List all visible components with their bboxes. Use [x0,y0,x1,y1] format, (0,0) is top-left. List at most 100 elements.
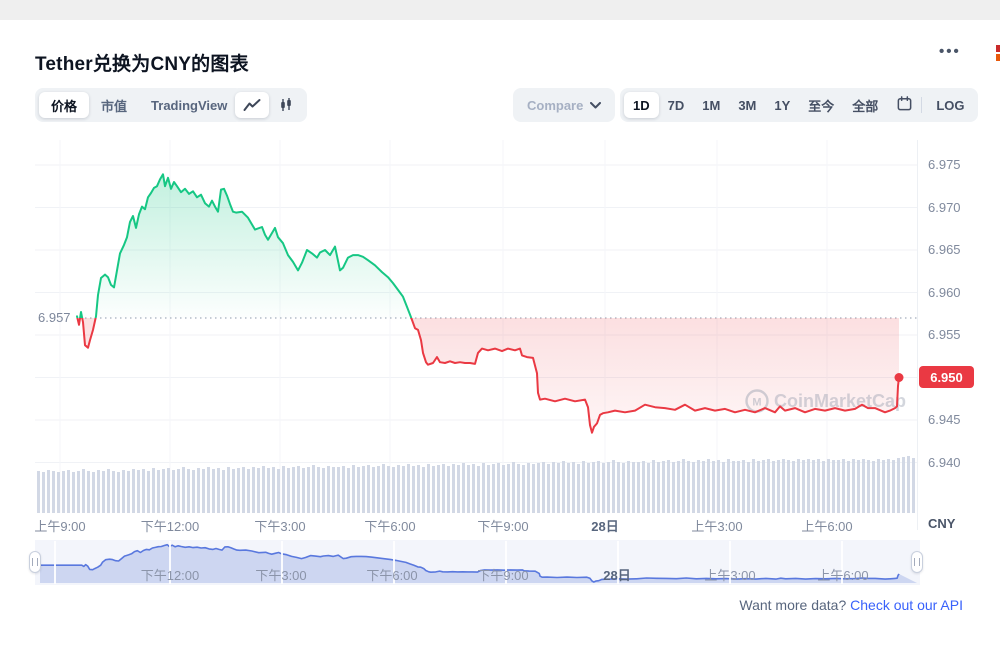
volume-bar [422,467,425,513]
range-1D[interactable]: 1D [624,92,659,118]
volume-bar [297,466,300,513]
volume-bar [307,467,310,513]
volume-bar [302,468,305,513]
volume-bar [247,469,250,513]
volume-bar [347,468,350,513]
volume-bar [352,465,355,513]
volume-bar [212,469,215,513]
range-1M[interactable]: 1M [693,92,729,118]
tab-market-cap[interactable]: 市值 [89,92,139,118]
volume-bar [587,463,590,513]
x-axis-label: 上午6:00 [801,519,853,534]
range-7D[interactable]: 7D [659,92,694,118]
volume-bar [192,470,195,513]
more-options-icon[interactable]: ••• [933,42,967,61]
y-axis-label: 6.970 [928,199,961,215]
volume-bar [97,470,100,513]
compare-button[interactable]: Compare [513,88,616,122]
log-scale-button[interactable]: LOG [926,92,974,118]
volume-bar [527,463,530,513]
volume-bar [197,468,200,513]
api-link[interactable]: Check out our API [850,597,963,613]
range-全部[interactable]: 全部 [843,92,887,118]
volume-bar [867,460,870,513]
tab-tradingview[interactable]: TradingView [139,92,239,118]
volume-bar [712,461,715,513]
volume-bar [257,468,260,513]
volume-bar [477,466,480,513]
volume-bar [727,459,730,513]
volume-bar [427,464,430,513]
volume-bar [572,462,575,513]
x-axis-label: 下午12:00 [140,519,200,534]
range-至今[interactable]: 至今 [799,92,843,118]
volume-bar [77,471,80,513]
volume-bar [462,463,465,513]
volume-bar [552,462,555,513]
volume-bar [167,468,170,513]
y-axis-label: 6.975 [928,157,961,172]
volume-bar [252,467,255,513]
volume-bar [747,462,750,513]
volume-bar [417,465,420,513]
navigator-area [40,544,917,583]
volume-bar [312,465,315,513]
navigator-right-handle[interactable] [911,551,923,573]
volume-bar [162,469,165,513]
volume-bar [137,470,140,513]
baseline-price-label: 6.957 [38,310,71,325]
navigator-left-handle[interactable] [29,551,41,573]
navigator-label: 上午3:00 [704,568,756,583]
range-3M[interactable]: 3M [729,92,765,118]
volume-bar [362,466,365,513]
volume-bar [412,466,415,513]
api-promo-text: Want more data? [739,597,847,613]
volume-bar [862,459,865,513]
volume-bar [52,471,55,513]
navigator-label: 上午6:00 [817,568,869,583]
volume-bar [497,463,500,513]
volume-bar [507,464,510,513]
navigator-label: 28日 [603,568,631,583]
volume-bar [47,470,50,513]
volume-bar [187,469,190,513]
volume-bar [492,464,495,513]
volume-bar [392,467,395,513]
line-chart-icon[interactable] [235,92,269,118]
volume-bar [92,472,95,513]
x-axis-label: 下午9:00 [477,519,529,534]
volume-bar [542,462,545,513]
volume-bar [592,462,595,513]
volume-bar [797,459,800,513]
volume-bar [127,471,130,513]
x-axis-label: 下午6:00 [364,519,416,534]
volume-bar [622,463,625,513]
volume-bar [217,468,220,513]
volume-bar [402,466,405,513]
volume-bar [397,465,400,513]
volume-bar [777,460,780,513]
volume-bar [887,459,890,513]
volume-bar [107,469,110,513]
volume-bar [67,470,70,513]
volume-bar [582,461,585,513]
page-title: Tether兑换为CNY的图表 [35,53,249,75]
volume-bar [267,468,270,513]
volume-bar [682,459,685,513]
volume-bar [737,461,740,513]
x-axis-label: 下午3:00 [254,519,306,534]
volume-bar [687,461,690,513]
volume-bar [442,464,445,513]
volume-bar [762,460,765,513]
volume-bar [87,471,90,513]
range-1Y[interactable]: 1Y [765,92,799,118]
volume-bar [842,459,845,513]
current-price-badge: 6.950 [919,366,974,388]
candlestick-icon[interactable] [269,92,303,118]
volume-bar [802,460,805,513]
x-axis-label: 上午3:00 [691,519,743,534]
volume-bar [517,464,520,513]
calendar-icon[interactable] [887,92,917,118]
tab-price[interactable]: 价格 [39,92,90,118]
